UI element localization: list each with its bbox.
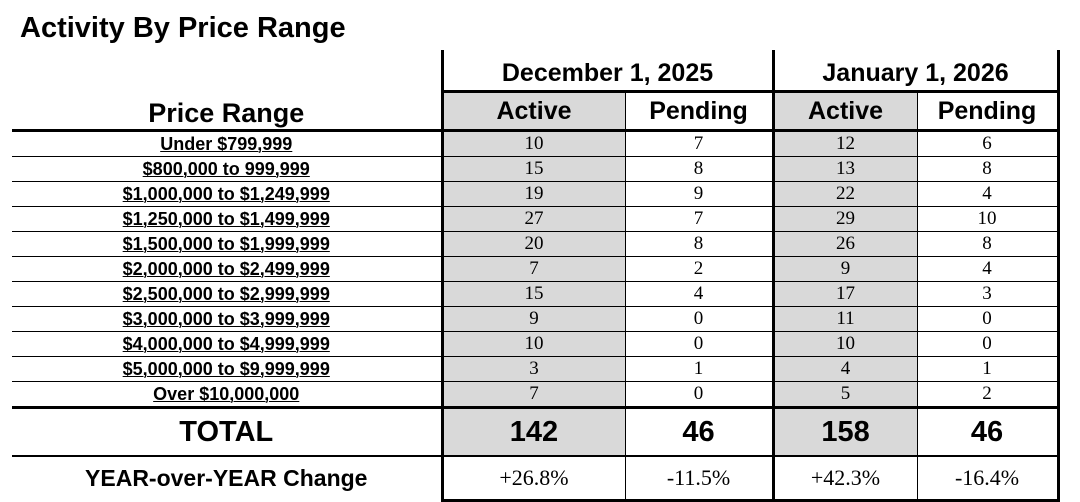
period-header-dec: December 1, 2025 [440, 50, 774, 93]
yoy-jan-pending: -16.4% [916, 456, 1060, 502]
jan-pending-value: 6 [916, 130, 1060, 157]
jan-pending-value: 2 [916, 381, 1060, 409]
jan-pending-value: 10 [916, 206, 1060, 232]
col-header-jan-pending: Pending [916, 91, 1060, 132]
jan-active-value: 22 [771, 181, 918, 207]
dec-pending-value: 2 [624, 256, 774, 282]
price-range-table: December 1, 2025 January 1, 2026 Price R… [12, 50, 1060, 502]
price-range-label: $1,000,000 to $1,249,999 [12, 181, 442, 207]
dec-active-value: 20 [440, 231, 625, 257]
table-row: $1,250,000 to $1,499,999 27 7 29 10 [12, 206, 1060, 232]
jan-pending-value: 4 [916, 181, 1060, 207]
dec-pending-value: 9 [624, 181, 774, 207]
jan-pending-value: 3 [916, 281, 1060, 307]
dec-pending-value: 8 [624, 231, 774, 257]
dec-active-value: 15 [440, 281, 625, 307]
yoy-dec-pending: -11.5% [624, 456, 774, 502]
table-row: $800,000 to 999,999 15 8 13 8 [12, 156, 1060, 182]
jan-active-value: 5 [771, 381, 918, 409]
yoy-dec-active: +26.8% [440, 456, 625, 502]
jan-active-value: 29 [771, 206, 918, 232]
dec-active-value: 7 [440, 381, 625, 409]
dec-active-value: 10 [440, 331, 625, 357]
jan-pending-value: 8 [916, 231, 1060, 257]
dec-active-value: 27 [440, 206, 625, 232]
jan-pending-value: 0 [916, 331, 1060, 357]
jan-pending-value: 0 [916, 306, 1060, 332]
col-header-jan-active: Active [771, 91, 918, 132]
jan-active-value: 11 [771, 306, 918, 332]
price-range-label: $4,000,000 to $4,999,999 [12, 331, 442, 357]
total-dec-active: 142 [440, 407, 625, 457]
total-dec-pending: 46 [624, 407, 774, 457]
col-header-dec-pending: Pending [624, 91, 774, 132]
price-range-label: $2,500,000 to $2,999,999 [12, 281, 442, 307]
jan-pending-value: 8 [916, 156, 1060, 182]
table-row: $2,500,000 to $2,999,999 15 4 17 3 [12, 281, 1060, 307]
jan-pending-value: 4 [916, 256, 1060, 282]
total-row: TOTAL 142 46 158 46 [12, 407, 1060, 457]
yoy-change-row: YEAR-over-YEAR Change +26.8% -11.5% +42.3% -… [12, 456, 1060, 502]
yoy-label: YEAR-over-YEAR Change [85, 465, 368, 492]
dec-active-value: 10 [440, 130, 625, 157]
col-header-dec-active: Active [440, 91, 625, 132]
price-range-label: $3,000,000 to $3,999,999 [12, 306, 442, 332]
table-row: $1,500,000 to $1,999,999 20 8 26 8 [12, 231, 1060, 257]
dec-active-value: 15 [440, 156, 625, 182]
jan-active-value: 17 [771, 281, 918, 307]
page-title: Activity By Price Range [20, 12, 346, 44]
price-range-label: Over $10,000,000 [12, 381, 442, 409]
price-range-label: Under $799,999 [12, 130, 442, 157]
dec-pending-value: 0 [624, 306, 774, 332]
table-row: Over $10,000,000 7 0 5 2 [12, 381, 1060, 409]
period-header-jan: January 1, 2026 [771, 50, 1060, 93]
dec-active-value: 3 [440, 356, 625, 382]
jan-active-value: 4 [771, 356, 918, 382]
table-row: $3,000,000 to $3,999,999 9 0 11 0 [12, 306, 1060, 332]
jan-active-value: 26 [771, 231, 918, 257]
dec-pending-value: 8 [624, 156, 774, 182]
price-range-label: $1,500,000 to $1,999,999 [12, 231, 442, 257]
total-jan-active: 158 [771, 407, 918, 457]
price-range-label: $1,250,000 to $1,499,999 [12, 206, 442, 232]
price-range-label: $2,000,000 to $2,499,999 [12, 256, 442, 282]
dec-active-value: 19 [440, 181, 625, 207]
table-row: $5,000,000 to $9,999,999 3 1 4 1 [12, 356, 1060, 382]
jan-active-value: 9 [771, 256, 918, 282]
price-range-label: $5,000,000 to $9,999,999 [12, 356, 442, 382]
jan-pending-value: 1 [916, 356, 1060, 382]
jan-active-value: 10 [771, 331, 918, 357]
price-range-label: $800,000 to 999,999 [12, 156, 442, 182]
total-label: TOTAL [12, 407, 442, 457]
yoy-jan-active: +42.3% [771, 456, 918, 502]
jan-active-value: 12 [771, 130, 918, 157]
table-row: Under $799,999 10 7 12 6 [12, 130, 1060, 157]
dec-pending-value: 0 [624, 331, 774, 357]
dec-pending-value: 7 [624, 130, 774, 157]
dec-pending-value: 4 [624, 281, 774, 307]
jan-active-value: 13 [771, 156, 918, 182]
blank-corner [12, 50, 442, 92]
table-row: $2,000,000 to $2,499,999 7 2 9 4 [12, 256, 1060, 282]
dec-active-value: 9 [440, 306, 625, 332]
table-row: $1,000,000 to $1,249,999 19 9 22 4 [12, 181, 1060, 207]
price-range-header: Price Range [12, 91, 442, 132]
dec-active-value: 7 [440, 256, 625, 282]
dec-pending-value: 0 [624, 381, 774, 409]
dec-pending-value: 7 [624, 206, 774, 232]
table-row: $4,000,000 to $4,999,999 10 0 10 0 [12, 331, 1060, 357]
dec-pending-value: 1 [624, 356, 774, 382]
total-jan-pending: 46 [916, 407, 1060, 457]
